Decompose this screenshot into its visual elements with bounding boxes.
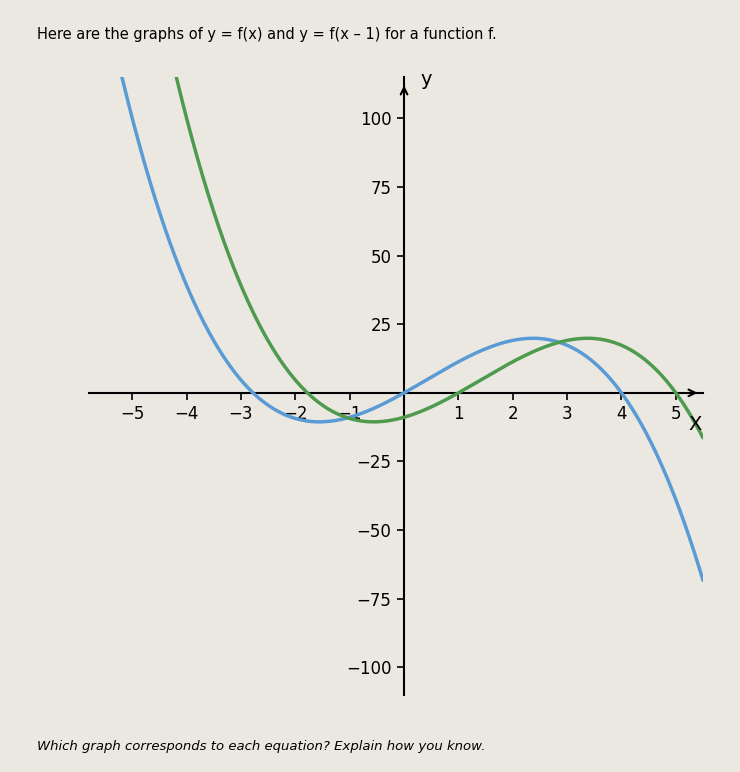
Text: X: X <box>688 415 702 434</box>
Text: Here are the graphs of y = f(x) and y = f(x – 1) for a function f.: Here are the graphs of y = f(x) and y = … <box>37 27 497 42</box>
Text: Which graph corresponds to each equation? Explain how you know.: Which graph corresponds to each equation… <box>37 740 485 753</box>
Text: y: y <box>420 70 432 90</box>
